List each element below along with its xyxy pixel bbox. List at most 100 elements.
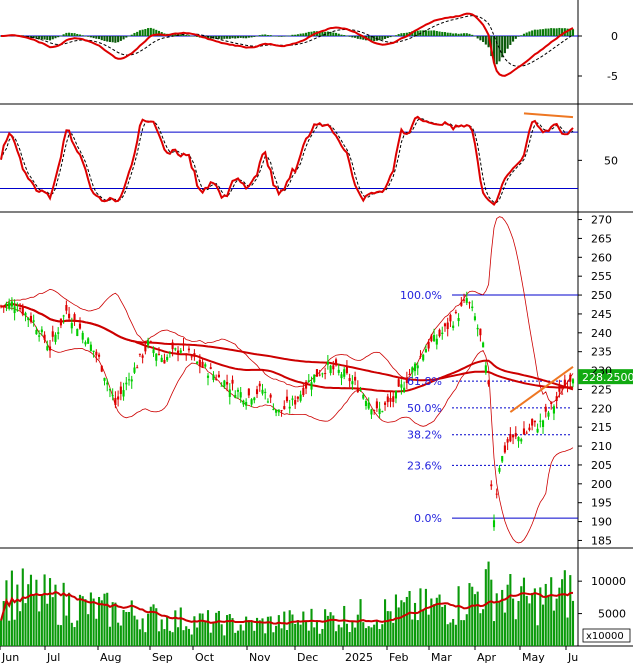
volume-bar xyxy=(381,624,384,646)
volume-bar xyxy=(89,592,92,646)
macd-histogram-bar xyxy=(220,36,223,40)
candle-body xyxy=(122,390,125,397)
volume-unit-label: x10000 xyxy=(586,631,624,642)
volume-bar xyxy=(198,613,201,646)
candle-body xyxy=(332,365,335,370)
volume-bar xyxy=(38,611,41,646)
candle-body xyxy=(155,353,158,361)
candle-body xyxy=(5,303,8,306)
x-axis-month-label: Mar xyxy=(431,651,452,664)
macd-histogram-bar xyxy=(122,36,125,40)
x-axis-month-label: Jun xyxy=(1,651,19,664)
candle-body xyxy=(310,382,313,390)
volume-bar xyxy=(552,610,555,646)
candle-body xyxy=(443,323,447,327)
volume-bar xyxy=(571,600,575,646)
volume-bar xyxy=(217,610,220,646)
macd-histogram-bar xyxy=(35,36,38,39)
macd-histogram-bar xyxy=(253,36,256,37)
candle-body xyxy=(305,381,308,389)
candle-body xyxy=(424,349,427,353)
macd-histogram-bar xyxy=(522,33,526,36)
macd-histogram-bar xyxy=(250,36,253,38)
candle-body xyxy=(32,320,35,322)
candle-body xyxy=(506,439,509,443)
candle-body xyxy=(103,377,106,381)
candle-body xyxy=(130,379,133,382)
candle-body xyxy=(2,306,5,308)
candle-body xyxy=(228,389,231,397)
candle-body xyxy=(400,384,403,388)
macd-histogram-bar xyxy=(179,34,182,36)
macd-histogram-bar xyxy=(362,36,365,40)
candle-body xyxy=(152,349,155,354)
volume-bar xyxy=(98,597,101,646)
x-axis-month-label: May xyxy=(522,651,545,664)
candle-body xyxy=(193,353,196,357)
volume-bar xyxy=(119,625,122,646)
volume-bar xyxy=(433,604,436,646)
volume-bar xyxy=(269,616,272,646)
macd-histogram-bar xyxy=(43,36,46,40)
x-axis-month-label: Aug xyxy=(100,651,121,664)
candle-body xyxy=(550,402,553,405)
last-price-tag xyxy=(578,369,633,385)
candle-body xyxy=(571,379,575,384)
volume-bar xyxy=(204,620,207,646)
volume-bar xyxy=(482,609,485,646)
candle-body xyxy=(373,410,376,412)
price-y-tick-label: 270 xyxy=(591,214,612,227)
candle-body xyxy=(411,367,414,373)
macd-histogram-bar xyxy=(422,30,425,36)
volume-bar xyxy=(465,614,468,646)
volume-bar xyxy=(16,584,19,646)
macd-histogram-bar xyxy=(209,36,212,39)
stochastic-d-line xyxy=(0,117,574,204)
macd-histogram-bar xyxy=(468,33,471,36)
volume-bar xyxy=(498,600,501,646)
candle-body xyxy=(168,352,171,354)
candle-body xyxy=(190,356,193,358)
macd-histogram-bar xyxy=(413,30,417,36)
candle-body xyxy=(389,397,392,402)
candle-body xyxy=(27,317,30,321)
macd-histogram-bar xyxy=(435,30,438,36)
volume-bar xyxy=(40,594,43,646)
x-axis-month-label: 2025 xyxy=(345,651,373,664)
macd-histogram-bar xyxy=(397,34,400,36)
candle-body xyxy=(277,409,280,413)
candle-body xyxy=(329,365,332,374)
volume-bar xyxy=(32,595,35,646)
candle-body xyxy=(144,345,147,352)
volume-bar xyxy=(157,631,161,646)
candle-body xyxy=(386,396,389,403)
candle-body xyxy=(174,348,177,350)
volume-bar xyxy=(62,582,65,646)
volume-bar xyxy=(563,570,566,646)
macd-histogram-bar xyxy=(452,33,455,36)
macd-histogram-bar xyxy=(430,30,433,36)
candle-body xyxy=(84,342,87,345)
macd-histogram-bar xyxy=(234,36,237,39)
macd-histogram-bar xyxy=(231,36,234,39)
volume-bar xyxy=(435,597,438,646)
price-y-tick-label: 255 xyxy=(591,270,612,283)
candle-body xyxy=(522,428,526,435)
candle-body xyxy=(405,377,408,384)
volume-bar xyxy=(209,632,212,646)
candle-body xyxy=(498,467,501,472)
candle-body xyxy=(313,374,316,382)
volume-bar xyxy=(389,611,392,646)
volume-bar xyxy=(509,574,512,646)
volume-bar xyxy=(176,627,180,646)
candle-body xyxy=(43,334,46,340)
volume-bar xyxy=(253,630,256,646)
volume-bar xyxy=(569,575,572,646)
candle-body xyxy=(315,369,319,377)
candle-body xyxy=(525,432,528,434)
volume-bar xyxy=(441,606,444,646)
volume-bar xyxy=(92,598,95,646)
candle-body xyxy=(280,410,283,412)
candle-body xyxy=(430,335,433,342)
candle-body xyxy=(242,400,245,405)
